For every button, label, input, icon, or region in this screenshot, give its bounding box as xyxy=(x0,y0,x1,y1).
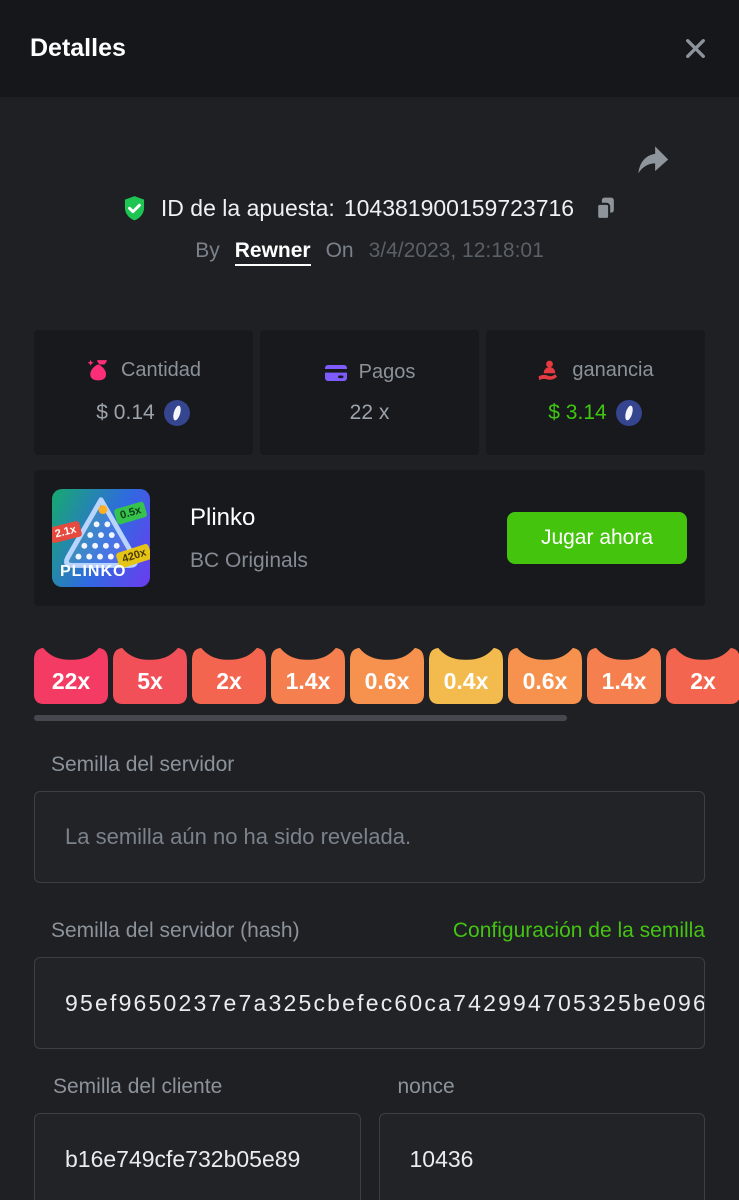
chip-shape xyxy=(34,648,108,704)
page-title: Detalles xyxy=(30,34,126,62)
chip-shape xyxy=(271,648,345,704)
chips-scrollbar-thumb[interactable] xyxy=(34,715,567,721)
stat-card-profit: ganancia $ 3.14 xyxy=(486,330,705,455)
multiplier-value: 0.6x xyxy=(364,668,410,694)
multiplier-chip: 2x xyxy=(192,646,266,704)
client-seed-label: Semilla del cliente xyxy=(53,1075,223,1098)
close-button[interactable] xyxy=(682,35,709,62)
by-label: By xyxy=(195,239,220,262)
seed-settings-link[interactable]: Configuración de la semilla xyxy=(452,919,705,942)
multiplier-results-row[interactable]: 22x 5x 2x 1.4x 0.6x xyxy=(0,646,739,704)
chip-shape xyxy=(113,648,187,704)
stat-card-amount: Cantidad $ 0.14 xyxy=(34,330,253,455)
copy-icon xyxy=(596,197,614,220)
game-info: Plinko BC Originals xyxy=(190,504,308,573)
client-seed-value: b16e749cfe732b05e89 xyxy=(65,1145,301,1172)
plinko-board-graphic xyxy=(64,497,138,568)
multiplier-chip: 2x xyxy=(666,646,739,704)
stat-label: ganancia xyxy=(572,359,654,381)
stat-label-row: ganancia xyxy=(537,359,654,383)
game-name: Plinko xyxy=(190,503,256,531)
game-thumbnail[interactable]: 2.1x 0.5x 420x PLINKO xyxy=(52,489,150,587)
share-row xyxy=(0,97,739,179)
multiplier-value: 1.4x xyxy=(601,668,647,694)
server-seed-hash-box[interactable]: 95ef9650237e7a325cbefec60ca742994705325b… xyxy=(34,957,705,1049)
multiplier-chip: 5x xyxy=(113,646,187,704)
multiplier-value: 2x xyxy=(216,668,242,694)
modal-header: Detalles xyxy=(0,0,739,97)
multiplier-value: 5x xyxy=(137,668,163,694)
close-icon xyxy=(686,39,705,58)
stat-value: $ 3.14 xyxy=(548,400,607,424)
share-button[interactable] xyxy=(637,145,671,179)
server-seed-hash-value: 95ef9650237e7a325cbefec60ca742994705325b… xyxy=(65,989,705,1016)
money-bag-icon xyxy=(87,359,107,380)
stat-label-row: Pagos xyxy=(324,361,416,385)
client-seed-nonce-row: Semilla del cliente b16e749cfe732b05e89 … xyxy=(34,1075,705,1200)
chips-scrollbar[interactable] xyxy=(34,715,705,721)
client-seed-box[interactable]: b16e749cfe732b05e89 xyxy=(34,1113,361,1200)
on-label: On xyxy=(325,239,354,262)
game-card: 2.1x 0.5x 420x PLINKO Plinko BC Original… xyxy=(34,470,705,606)
coin-icon xyxy=(163,399,190,426)
nonce-col: nonce 10436 xyxy=(378,1075,705,1200)
share-icon xyxy=(638,146,669,174)
multiplier-chip: 22x xyxy=(34,646,108,704)
multiplier-chip: 1.4x xyxy=(587,646,661,704)
server-seed-label: Semilla del servidor xyxy=(51,753,235,776)
multiplier-value: 0.6x xyxy=(522,668,568,694)
server-seed-placeholder: La semilla aún no ha sido revelada. xyxy=(65,824,412,849)
coin-icon xyxy=(615,399,642,426)
bet-meta-row: By Rewner On 3/4/2023, 12:18:01 xyxy=(0,239,739,266)
stat-value: $ 0.14 xyxy=(96,400,155,424)
multiplier-chip: 0.4x xyxy=(429,646,503,704)
stat-value: 22 x xyxy=(349,400,390,424)
stat-card-payout: Pagos 22 x xyxy=(260,330,479,455)
stat-label-row: Cantidad xyxy=(86,359,201,383)
stat-label: Pagos xyxy=(358,361,416,383)
chip-shape xyxy=(350,648,424,704)
chip-shape xyxy=(508,648,582,704)
multiplier-chip: 0.6x xyxy=(350,646,424,704)
client-seed-col: Semilla del cliente b16e749cfe732b05e89 xyxy=(34,1075,361,1200)
server-seed-box: La semilla aún no ha sido revelada. xyxy=(34,791,705,883)
game-provider: BC Originals xyxy=(190,548,308,572)
bet-id-row: ID de la apuesta: 104381900159723716 xyxy=(0,195,739,222)
multiplier-chip: 1.4x xyxy=(271,646,345,704)
play-now-button[interactable]: Jugar ahora xyxy=(507,512,687,564)
stat-value-row: 22 x xyxy=(350,401,390,425)
bet-id-text: ID de la apuesta: 104381900159723716 xyxy=(161,195,574,222)
bet-id-value: 104381900159723716 xyxy=(343,195,575,221)
stat-label: Cantidad xyxy=(120,359,202,381)
player-link[interactable]: Rewner xyxy=(234,239,311,266)
bet-datetime: 3/4/2023, 12:18:01 xyxy=(368,239,544,262)
multiplier-value: 2x xyxy=(690,668,716,694)
multiplier-value: 0.4x xyxy=(443,668,489,694)
payout-hand-icon xyxy=(539,360,558,380)
nonce-box[interactable]: 10436 xyxy=(378,1113,705,1200)
credit-card-icon xyxy=(324,364,347,381)
thumb-title: PLINKO xyxy=(60,563,127,580)
multiplier-value: 22x xyxy=(51,668,91,694)
chip-shape xyxy=(429,648,503,704)
verified-shield-icon xyxy=(124,196,144,221)
nonce-label: nonce xyxy=(397,1075,455,1098)
multiplier-value: 1.4x xyxy=(285,668,331,694)
chip-shape xyxy=(666,648,739,704)
chip-shape xyxy=(192,648,266,704)
stat-value-row: $ 3.14 xyxy=(548,399,642,427)
chip-shape xyxy=(587,648,661,704)
hash-label-row: Semilla del servidor (hash) Configuració… xyxy=(34,919,705,943)
stats-row: Cantidad $ 0.14 Pagos 22 x xyxy=(0,330,739,455)
multiplier-chip: 0.6x xyxy=(508,646,582,704)
stat-value-row: $ 0.14 xyxy=(96,399,190,427)
bet-id-label: ID de la apuesta: xyxy=(160,195,335,221)
nonce-value: 10436 xyxy=(409,1145,474,1172)
server-seed-hash-label: Semilla del servidor (hash) xyxy=(51,919,300,942)
copy-button[interactable] xyxy=(593,196,618,221)
